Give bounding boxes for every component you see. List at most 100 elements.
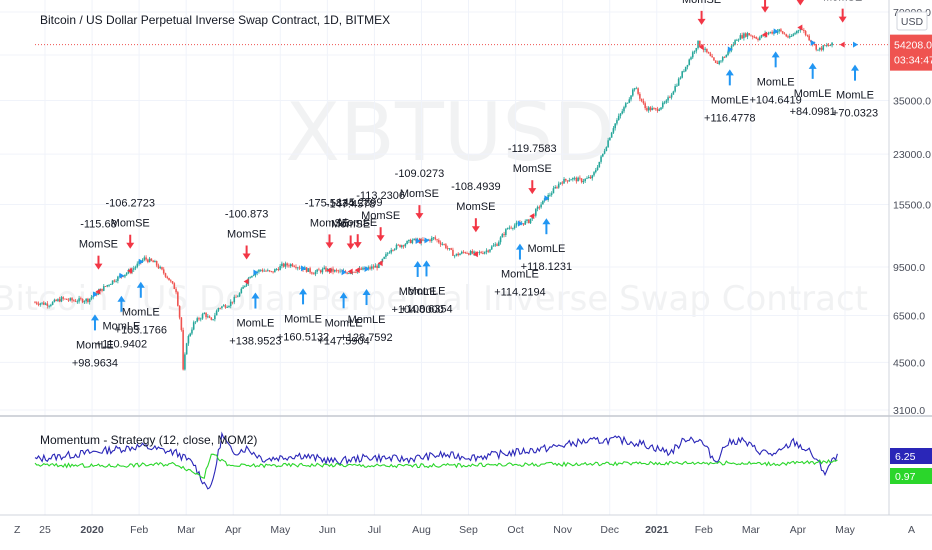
candle-body [663,102,666,104]
momentum-line-mom2 [34,431,838,490]
strategy-signals: MomSE-115.68MomSE-106.2723MomSE-100.873M… [72,0,878,369]
time-tick-label: Aug [412,524,431,536]
candle-body [284,263,287,267]
long-signal-value: +114.2194 [494,287,546,299]
candle-body [633,88,636,90]
short-signal-value: -100.873 [225,209,268,221]
candle-body [124,274,126,277]
candle-body [746,33,749,37]
candle-body [122,276,124,278]
candle-body [725,55,728,58]
candle-body [408,239,410,241]
short-signal-label: MomSE [310,217,349,229]
candle-body [781,31,784,34]
candle-body [244,285,246,287]
candle-body [272,271,274,273]
candle-body [275,269,278,270]
candle-body [203,313,206,315]
candle-body [647,107,650,111]
candle-body [333,269,336,272]
candle-body [177,292,179,306]
candle-body [111,280,114,284]
candle-body [497,242,500,246]
candle-body [589,177,592,179]
candle-body [353,271,355,273]
candle-body [332,268,334,272]
candle-body [494,244,497,246]
long-signal-label: MomLE [76,339,114,351]
candle-body [600,156,602,162]
candle-body [573,177,576,179]
candle-body [60,297,63,302]
long-entry-marker [773,28,779,35]
candle-body [291,264,294,267]
candle-body [296,267,299,269]
candle-body [762,35,765,36]
time-tick-label: Apr [225,524,242,536]
candle-body [102,286,105,291]
candle-body [669,97,671,99]
long-signal-label: MomLE [236,318,274,330]
short-signal-arrow [415,213,424,220]
candle-body [580,178,583,183]
candle-body [690,57,692,60]
long-signal-value: +108.6354 [400,303,452,315]
candle-body [556,186,558,188]
candle-body [143,257,146,260]
short-signal-arrow [471,226,480,233]
currency-label: USD [901,16,924,28]
candle-body [95,292,98,295]
long-entry-marker [810,39,816,46]
short-entry-marker [529,213,535,220]
candle-body [224,305,227,308]
candle-body [71,298,73,301]
price-tick-label: 15500.0 [893,200,931,212]
long-signal-label: MomLE [284,313,322,325]
candle-body [658,109,661,111]
candle-body [281,263,283,266]
candle-body [549,194,551,196]
candle-body [564,178,567,181]
time-tick-label: May [270,524,291,536]
candle-body [568,180,571,182]
candle-body [831,42,833,46]
candle-body [141,259,144,263]
candle-body [258,269,260,272]
long-signal-value: +128.7592 [340,332,392,344]
candle-body [362,267,364,270]
candle-body [466,253,468,254]
candle-body [446,248,449,249]
candle-body [388,252,391,254]
candle-body [614,123,616,129]
candle-body [259,269,262,271]
auto-scale-key[interactable]: A [908,524,915,536]
candle-body [577,177,579,182]
candle-body [390,249,393,253]
candle-body [251,276,253,278]
candle-body [824,45,826,47]
candle-body [323,267,326,270]
candle-body [125,272,128,275]
candle-body [563,178,565,184]
candle-body [245,283,248,286]
candle-body [554,186,557,189]
candle-body [677,78,680,86]
candle-body [207,316,209,318]
candle-body [591,175,594,179]
currency-badge[interactable] [896,11,928,31]
candle-body [288,265,290,267]
candle-body [714,60,717,63]
time-axis[interactable]: 25 2020 Feb Mar Apr May Jun Jul Aug Sep Oct Nov Dec 2… [39,524,856,536]
short-signal-label: MomSE [682,0,721,6]
candle-body [214,315,216,320]
zoom-key-left[interactable]: Z [14,524,21,536]
candle-body [529,218,532,224]
candle-body [371,266,373,269]
candle-body [540,204,542,208]
candle-body [804,30,807,36]
candle-body [348,272,350,274]
short-signal-arrow [353,242,362,249]
candle-body [34,302,36,304]
candle-body [557,183,560,188]
